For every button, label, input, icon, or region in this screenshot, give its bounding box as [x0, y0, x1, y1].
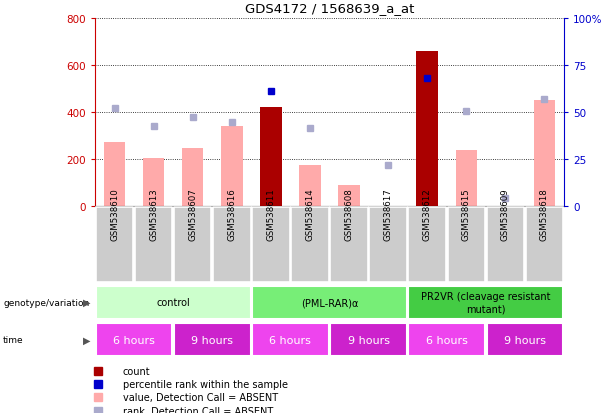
Text: 6 hours: 6 hours — [113, 335, 155, 345]
Text: 9 hours: 9 hours — [504, 335, 546, 345]
Bar — [174, 323, 251, 356]
Bar — [252, 286, 407, 319]
Bar — [330, 323, 407, 356]
Text: rank, Detection Call = ABSENT: rank, Detection Call = ABSENT — [123, 406, 273, 413]
Text: ▶: ▶ — [83, 335, 91, 344]
Bar — [252, 207, 289, 282]
Bar — [299, 165, 321, 206]
Bar — [416, 52, 438, 206]
Bar — [455, 151, 477, 206]
Bar — [487, 323, 563, 356]
Text: 6 hours: 6 hours — [270, 335, 311, 345]
Text: GSM538609: GSM538609 — [501, 188, 510, 241]
Text: GSM538618: GSM538618 — [540, 188, 549, 241]
Text: GSM538614: GSM538614 — [305, 188, 314, 241]
Text: GSM538612: GSM538612 — [423, 188, 432, 241]
Bar — [330, 207, 368, 282]
Text: GSM538610: GSM538610 — [110, 188, 119, 241]
Bar — [104, 143, 125, 206]
Bar — [182, 148, 204, 206]
Bar — [260, 108, 281, 206]
Bar — [221, 127, 243, 206]
Text: GSM538617: GSM538617 — [384, 188, 392, 241]
Bar — [291, 207, 329, 282]
Text: GSM538615: GSM538615 — [462, 188, 471, 241]
Bar — [143, 158, 164, 206]
Text: 9 hours: 9 hours — [348, 335, 390, 345]
Bar — [213, 207, 251, 282]
Text: value, Detection Call = ABSENT: value, Detection Call = ABSENT — [123, 392, 278, 403]
Text: 9 hours: 9 hours — [191, 335, 234, 345]
Text: percentile rank within the sample: percentile rank within the sample — [123, 379, 287, 389]
Bar — [338, 185, 360, 206]
Bar — [534, 101, 555, 206]
Text: (PML-RAR)α: (PML-RAR)α — [301, 297, 358, 308]
Bar — [96, 207, 133, 282]
Text: count: count — [123, 366, 150, 376]
Text: time: time — [3, 335, 24, 344]
Bar — [408, 286, 563, 319]
Text: GSM538616: GSM538616 — [227, 188, 236, 241]
Bar — [526, 207, 563, 282]
Bar — [487, 207, 524, 282]
Text: control: control — [156, 297, 190, 308]
Bar — [408, 207, 446, 282]
Bar — [135, 207, 172, 282]
Bar — [174, 207, 211, 282]
Bar — [96, 286, 251, 319]
Text: ▶: ▶ — [83, 297, 91, 307]
Text: GSM538608: GSM538608 — [345, 188, 354, 241]
Title: GDS4172 / 1568639_a_at: GDS4172 / 1568639_a_at — [245, 2, 414, 14]
Bar — [370, 207, 407, 282]
Bar — [447, 207, 485, 282]
Bar — [408, 323, 485, 356]
Text: genotype/variation: genotype/variation — [3, 298, 89, 307]
Text: 6 hours: 6 hours — [426, 335, 468, 345]
Bar — [96, 323, 172, 356]
Text: GSM538611: GSM538611 — [267, 188, 275, 241]
Text: GSM538613: GSM538613 — [149, 188, 158, 241]
Text: PR2VR (cleavage resistant
mutant): PR2VR (cleavage resistant mutant) — [421, 292, 550, 313]
Text: GSM538607: GSM538607 — [188, 188, 197, 241]
Bar — [252, 323, 329, 356]
